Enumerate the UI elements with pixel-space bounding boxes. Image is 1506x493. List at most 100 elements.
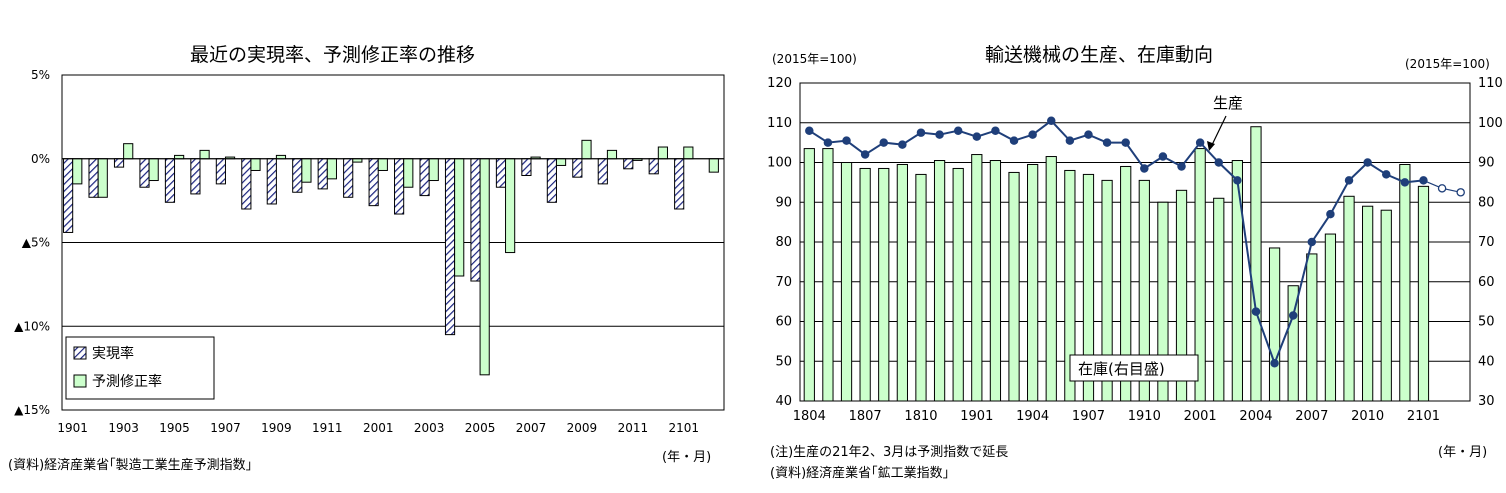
left-bar-realization [266,158,277,205]
right-annotation-inventory-box [1069,354,1199,382]
right-left-y-tick-label: 80 [775,235,792,250]
right-left-y-tick-label: 50 [775,354,792,369]
right-inventory-bar [859,167,871,402]
left-legend-label-realization: 実現率 [92,345,134,362]
right-inventory-bar [1399,163,1411,402]
right-annotation-arrowhead [1207,141,1215,151]
left-bar-realization [88,158,99,198]
right-production-point [1344,176,1354,185]
left-bar-revision [174,154,185,160]
left-bar-realization [113,158,125,168]
right-right-y-tick-label: 100 [1478,116,1503,131]
right-inventory-bar [1175,189,1188,402]
right-x-tick-label: 1904 [1016,409,1049,424]
right-production-point [1233,176,1242,185]
left-x-tick-label: 1909 [261,421,292,435]
left-bar-realization [368,158,379,207]
right-x-tick-label: 1807 [849,409,882,424]
right-production-point [1195,138,1205,147]
right-x-tick-label: 1804 [793,409,826,424]
right-chart-right-axis-unit: (2015年=100) [1405,57,1490,71]
right-inventory-bar [1268,247,1281,402]
right-inventory-bar [1138,179,1150,402]
right-inventory-bar [1362,205,1374,402]
left-bar-revision [505,158,516,254]
left-bar-realization [674,158,685,210]
right-production-point [1065,136,1075,145]
left-bar-realization [495,158,507,188]
right-left-y-tick-label: 60 [775,315,792,330]
right-production-point [1251,307,1261,316]
right-production-projected-point [1437,184,1447,193]
left-bar-revision [148,158,159,182]
right-x-tick-label: 1907 [1072,409,1105,424]
right-right-y-tick-label: 50 [1478,315,1495,330]
left-x-tick-label: 2003 [414,421,445,435]
right-right-y-tick-label: 60 [1478,275,1495,290]
right-production-point [842,136,851,145]
right-inventory-bar [971,154,983,402]
right-production-point [898,140,907,149]
right-annotation-inventory: 在庫(右目盛) [1078,360,1165,378]
right-inventory-bar [933,160,946,402]
right-x-tick-label: 1810 [904,409,937,424]
right-inventory-bar [896,163,908,402]
left-legend-label-revision: 予測修正率 [92,373,162,390]
left-bar-revision [479,158,490,376]
left-y-tick-label: ▲5% [22,236,50,250]
right-right-y-tick-label: 40 [1478,354,1495,369]
right-production-point [991,126,1000,135]
right-inventory-bar [878,167,890,402]
left-bar-revision [581,139,592,160]
right-inventory-bar [1101,179,1113,402]
left-bar-revision [428,158,439,182]
left-bar-revision [275,154,287,160]
right-inventory-bar [840,162,853,402]
left-x-tick-label: 1911 [312,421,343,435]
right-production-point [1084,130,1093,139]
right-inventory-bar [1082,173,1095,402]
left-y-tick-label: 0% [31,152,50,166]
right-production-point [879,138,889,147]
right-production-point [935,130,944,139]
left-bar-realization [470,158,481,282]
right-annotation-production: 生産 [1213,94,1243,112]
right-chart-title: 輸送機械の生産、在庫動向 [985,44,1214,66]
right-right-y-tick-label: 70 [1478,235,1495,250]
right-production-point [1363,158,1372,167]
right-inventory-bar [822,148,834,402]
left-bar-revision [72,158,83,185]
left-bar-realization [317,158,328,190]
left-bar-revision [250,158,261,171]
left-bar-realization [521,158,532,176]
right-left-y-tick-label: 100 [767,156,792,171]
right-chart-source: (資料)経済産業省｢鉱工業指数｣ [770,466,950,481]
right-left-y-tick-label: 40 [775,394,792,409]
left-bar-realization [343,158,354,198]
right-production-point [1009,136,1019,145]
right-inventory-bar [1380,209,1392,402]
left-chart-source: (資料)経済産業省｢製造工業生産予測指数｣ [8,458,253,473]
left-bar-revision [708,158,719,173]
right-left-y-tick-label: 90 [775,195,792,210]
right-production-point [860,150,870,159]
right-inventory-bar [1306,253,1318,402]
right-production-point [1400,178,1410,187]
right-production-point [1047,116,1056,126]
left-x-tick-label: 2011 [618,421,649,435]
right-inventory-bar [1157,201,1169,402]
right-production-point [1288,311,1298,320]
left-x-tick-label: 1907 [210,421,241,435]
left-x-tick-label: 2007 [516,421,547,435]
right-production-point [1177,162,1186,171]
right-production-point [1121,138,1130,147]
right-right-y-tick-label: 90 [1478,156,1495,171]
right-chart-left-axis-unit: (2015年=100) [772,52,857,66]
right-production-point [1419,176,1428,185]
right-inventory-bar [1324,233,1337,402]
right-inventory-bar [803,148,815,402]
right-left-y-tick-label: 110 [767,116,792,131]
left-bar-realization [394,158,405,215]
left-legend-swatch-realization [73,346,87,360]
